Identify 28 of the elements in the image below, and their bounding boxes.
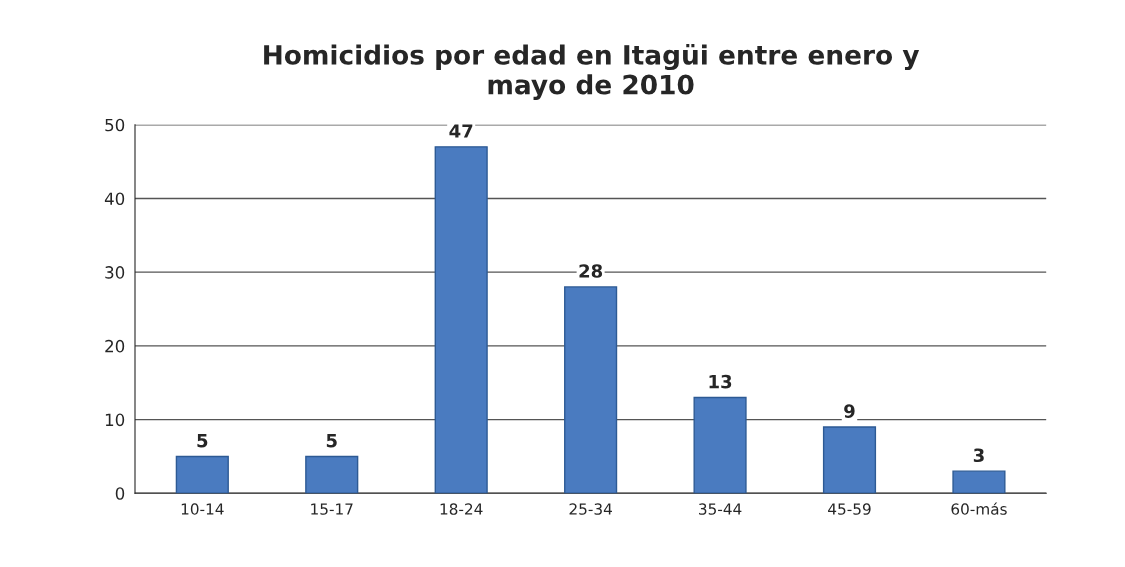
y-tick-label: 10: [105, 413, 125, 427]
chart-title: Homicidios por edad en Itagüi entre enero y mayo de 2010: [264, 44, 920, 100]
bar: [564, 286, 618, 494]
bar: [434, 146, 488, 494]
bar: [822, 426, 877, 494]
data-label: 9: [844, 404, 855, 418]
bar: [175, 455, 229, 494]
data-label: 5: [326, 433, 337, 448]
data-label: 28: [579, 264, 603, 278]
y-tick-label: 40: [104, 192, 125, 206]
bar: [952, 470, 1006, 494]
y-tick-label: 20: [105, 339, 125, 353]
x-tick-label: 35-44: [699, 503, 742, 515]
x-tick-label: 10-14: [181, 503, 224, 515]
x-tick-label: 60-más: [951, 502, 1007, 515]
bar: [305, 455, 359, 494]
y-tick-label: 50: [105, 118, 125, 132]
x-tick-label: 25-34: [569, 503, 612, 515]
y-tick-label: 0: [115, 487, 125, 500]
data-label: 47: [449, 124, 473, 138]
data-label: 3: [973, 448, 984, 463]
x-tick-label: 45-59: [828, 503, 871, 515]
x-tick-label: 15-17: [311, 503, 353, 515]
data-label: 13: [709, 374, 732, 389]
x-tick-label: 18-24: [440, 503, 483, 515]
bar: [693, 396, 747, 494]
y-tick-label: 30: [105, 266, 125, 279]
data-label: 5: [197, 433, 208, 448]
